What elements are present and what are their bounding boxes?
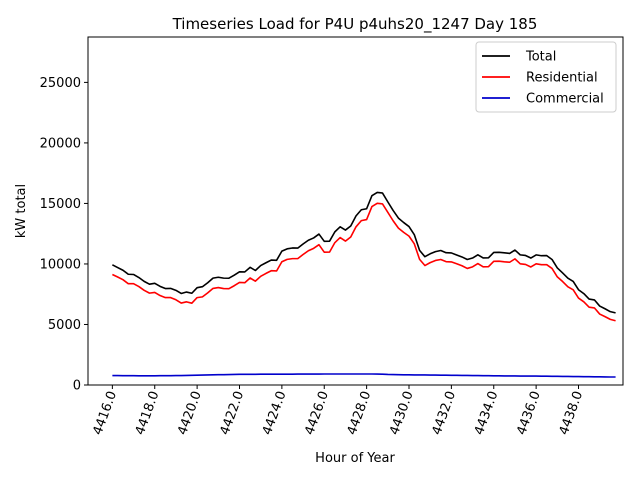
legend-label-commercial: Commercial: [526, 92, 604, 107]
x-tick-label: 4424.0: [260, 389, 290, 437]
legend-label-total: Total: [525, 50, 556, 65]
y-tick-label: 0: [73, 379, 81, 394]
y-tick-label: 25000: [40, 76, 81, 91]
legend-label-residential: Residential: [526, 71, 598, 86]
series-line-commercial: [112, 373, 616, 378]
chart-title: Timeseries Load for P4U p4uhs20_1247 Day…: [172, 15, 538, 34]
x-tick-label: 4432.0: [429, 389, 459, 437]
legend: Total Residential Commercial: [475, 41, 617, 113]
y-axis-label: kW total: [14, 184, 29, 238]
y-tick-label: 20000: [40, 136, 81, 151]
y-tick-label: 10000: [40, 257, 81, 272]
x-axis-label: Hour of Year: [315, 451, 395, 466]
legend-box: [475, 41, 617, 113]
x-tick-label: 4434.0: [472, 389, 502, 437]
x-tick-label: 4436.0: [514, 389, 544, 437]
x-tick-label: 4422.0: [218, 389, 248, 437]
x-tick-label: 4416.0: [90, 389, 120, 437]
y-tick-label: 15000: [40, 197, 81, 212]
series-lines: [111, 191, 616, 378]
x-tick-label: 4418.0: [133, 389, 163, 437]
x-tick-label: 4426.0: [302, 389, 332, 437]
x-tick-label: 4430.0: [387, 389, 417, 437]
x-tick-label: 4428.0: [345, 389, 375, 437]
y-tick-label: 5000: [48, 318, 81, 333]
series-line-total: [111, 191, 616, 314]
x-tick-label: 4420.0: [175, 389, 205, 437]
x-axis: 4416.0 4418.0 4420.0 4422.0 4424.0 4426.0 4428…: [90, 385, 586, 437]
y-axis: 0 5000 10000 15000 20000 25000: [40, 76, 88, 394]
x-tick-label: 4438.0: [557, 389, 587, 437]
series-line-residential: [112, 202, 616, 322]
